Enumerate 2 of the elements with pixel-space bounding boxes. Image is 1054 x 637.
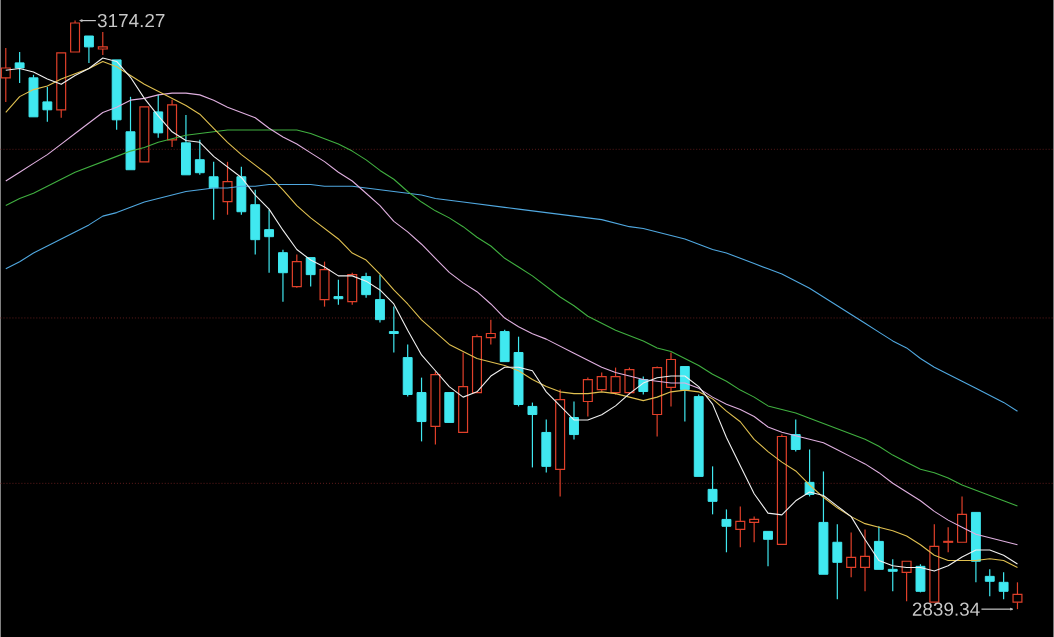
annotation: 3174.27 bbox=[97, 13, 165, 28]
annotation: 2839.34 bbox=[912, 602, 980, 616]
